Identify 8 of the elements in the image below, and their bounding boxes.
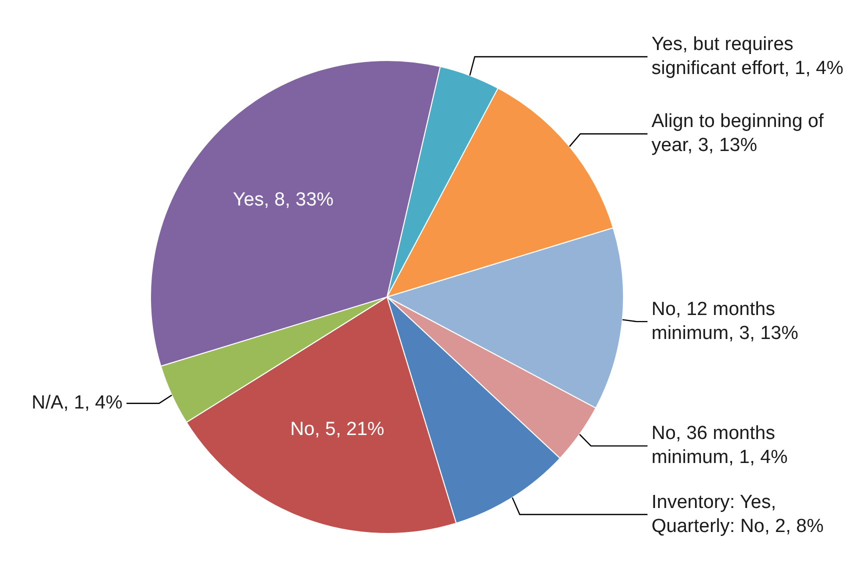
slice-label: No, 5, 21% bbox=[290, 419, 384, 440]
slice-label: N/A, 1, 4% bbox=[32, 392, 123, 414]
slice-label: Inventory: Yes, Quarterly: No, 2, 8% bbox=[652, 492, 824, 537]
slice-label: No, 36 months minimum, 1, 4% bbox=[652, 423, 788, 468]
slice-label: Align to beginning of year, 3, 13% bbox=[652, 111, 824, 156]
slice-label: Yes, but requires significant effort, 1, 4% bbox=[652, 34, 844, 79]
slice-label: No, 12 months minimum, 3, 13% bbox=[652, 298, 798, 344]
slice-label: Yes, 8, 33% bbox=[232, 189, 334, 210]
